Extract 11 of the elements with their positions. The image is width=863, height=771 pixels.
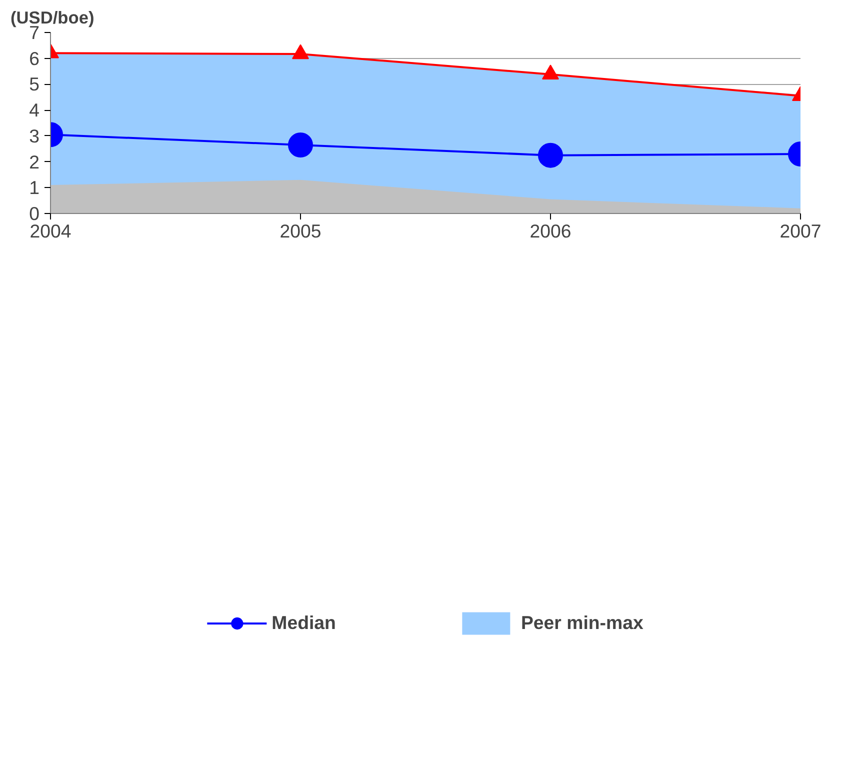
y-tick-label: 6: [29, 48, 40, 69]
y-tick-label: 4: [29, 100, 40, 121]
x-tick-label: 2007: [780, 220, 822, 242]
y-tick-label: 2: [29, 151, 40, 172]
y-tick-label: 1: [29, 177, 40, 198]
legend-label: Peer min-max: [520, 611, 644, 635]
legend-label: Median: [272, 611, 336, 635]
y-tick-label: 5: [29, 74, 40, 95]
y-tick-label: 3: [29, 125, 40, 146]
x-tick-label: 2006: [530, 220, 572, 242]
x-tick-label: 2005: [280, 220, 322, 242]
